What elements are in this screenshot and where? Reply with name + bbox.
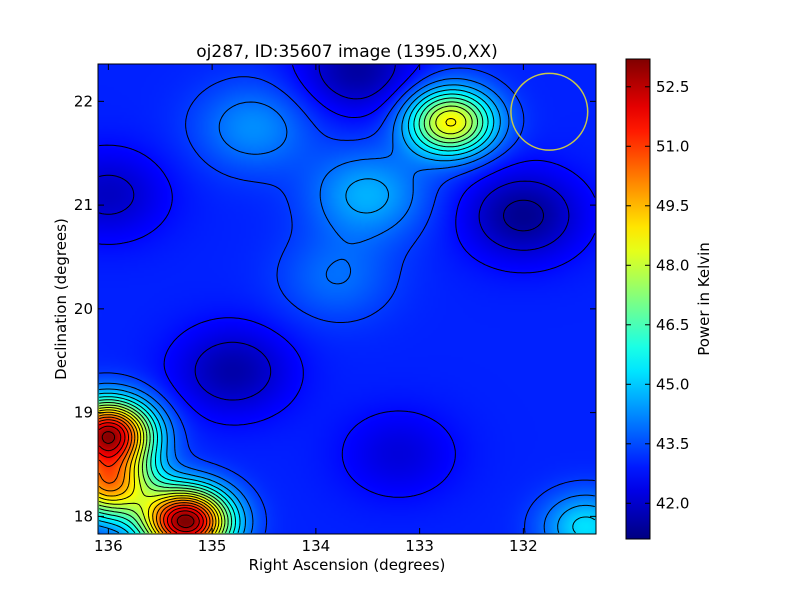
- colorbar-tick-label: 51.0: [656, 137, 689, 155]
- y-tick-label: 21: [74, 196, 93, 214]
- x-tick-label: 135: [198, 537, 227, 555]
- colorbar-tick-label: 45.0: [656, 375, 689, 393]
- contour-line: [98, 78, 595, 534]
- contour-line: [99, 67, 595, 533]
- contour-line: [99, 64, 596, 498]
- contour-line: [99, 105, 473, 534]
- x-tick-label: 132: [509, 537, 538, 555]
- contour-lines: [98, 64, 596, 534]
- colorbar-tick-label: 43.5: [656, 435, 689, 453]
- x-axis-label: Right Ascension (degrees): [249, 556, 446, 574]
- contour-line: [101, 431, 195, 529]
- y-tick-label: 20: [74, 300, 93, 318]
- contour-line: [503, 199, 544, 232]
- contour-line: [99, 110, 467, 534]
- colorbar-tick-label: 49.5: [656, 197, 689, 215]
- y-axis-ticks: 18 19 20 21 22: [74, 92, 596, 525]
- contour-line: [98, 416, 211, 534]
- colorbar-tick-label: 42.0: [656, 494, 689, 512]
- plot-frame: [97, 63, 597, 535]
- x-tick-label: 133: [405, 537, 434, 555]
- contour-line: [98, 425, 200, 533]
- y-axis-label: Declination (degrees): [52, 218, 70, 380]
- contour-line: [99, 97, 484, 534]
- contour-line: [99, 101, 479, 534]
- contour-line: [98, 422, 204, 534]
- colorbar-tick-label: 46.5: [656, 316, 689, 334]
- chart-title: oj287, ID:35607 image (1395.0,XX): [196, 42, 498, 62]
- colorbar-label: Power in Kelvin: [695, 242, 713, 356]
- contour-line: [98, 419, 208, 534]
- colorbar-ticks: 42.0 43.5 45.0 46.5 48.0 49.5 51.0 52.5: [626, 78, 689, 512]
- contour-line: [98, 414, 214, 534]
- contour-line: [99, 93, 489, 534]
- x-axis-ticks: 136 135 134 133 132: [94, 64, 538, 555]
- beam-circle: [510, 72, 589, 151]
- heatmap-image: [98, 64, 596, 534]
- contour-line: [99, 84, 595, 534]
- y-tick-label: 22: [74, 92, 93, 110]
- contour-line: [99, 89, 596, 534]
- contour-line: [99, 118, 457, 534]
- x-tick-label: 136: [94, 537, 123, 555]
- x-tick-label: 134: [302, 537, 331, 555]
- colorbar: [625, 58, 651, 540]
- colorbar-tick-label: 48.0: [656, 256, 689, 274]
- y-tick-label: 19: [74, 404, 93, 422]
- colorbar-tick-label: 52.5: [656, 78, 689, 96]
- contour-line: [99, 65, 570, 401]
- heatmap-area: [98, 64, 596, 534]
- contour-line: [98, 411, 217, 534]
- y-tick-label: 18: [74, 507, 93, 525]
